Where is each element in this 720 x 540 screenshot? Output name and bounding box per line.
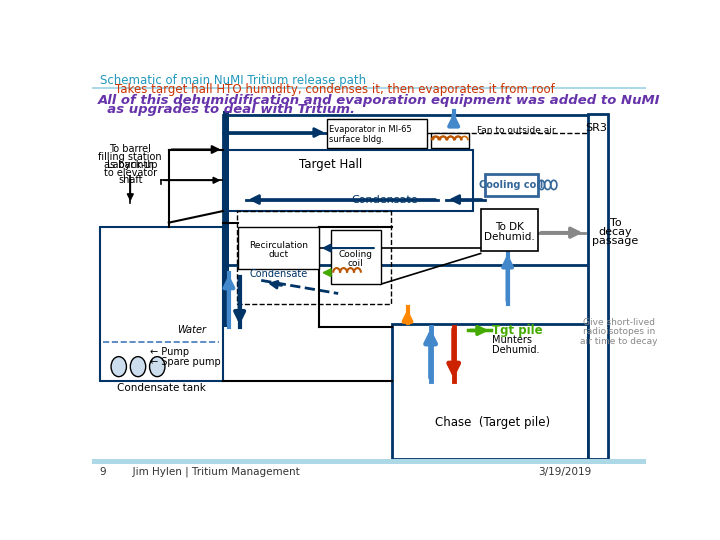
Text: ← Pump: ← Pump — [150, 347, 189, 357]
Text: air time to decay: air time to decay — [580, 337, 658, 346]
Ellipse shape — [150, 356, 165, 377]
Text: To: To — [610, 218, 621, 228]
Bar — [392, 325, 588, 459]
Ellipse shape — [111, 356, 127, 377]
Text: ❖ Fermilab: ❖ Fermilab — [573, 467, 642, 477]
Bar — [92, 464, 647, 481]
Text: Give short-lived: Give short-lived — [583, 318, 655, 327]
Text: Labyrinth: Labyrinth — [107, 160, 153, 170]
Text: duct: duct — [269, 249, 289, 259]
Text: Takes target hall HTO humidity, condenses it, then evaporates it from roof: Takes target hall HTO humidity, condense… — [99, 83, 554, 96]
Text: SR3: SR3 — [585, 123, 607, 133]
Bar — [485, 174, 539, 195]
Ellipse shape — [130, 356, 145, 377]
Text: Dehumid.: Dehumid. — [492, 345, 540, 355]
Text: 9        Jim Hylen | Tritium Management: 9 Jim Hylen | Tritium Management — [99, 467, 300, 477]
Bar — [99, 226, 222, 381]
Bar — [222, 115, 589, 265]
Text: Condensate tank: Condensate tank — [117, 383, 205, 393]
Text: To barrel: To barrel — [109, 145, 151, 154]
Text: Water: Water — [177, 326, 207, 335]
Text: Evaporator in MI-65: Evaporator in MI-65 — [329, 125, 412, 134]
Bar — [222, 150, 473, 211]
Text: shaft: shaft — [118, 176, 143, 185]
Text: passage: passage — [593, 236, 639, 246]
Text: ← Spare pump: ← Spare pump — [150, 357, 220, 367]
Text: 3/19/2019: 3/19/2019 — [539, 467, 592, 477]
Text: To DK: To DK — [495, 221, 523, 232]
Text: Dehumid.: Dehumid. — [484, 232, 534, 242]
Text: decay: decay — [598, 227, 632, 237]
Text: Cooling: Cooling — [338, 251, 372, 260]
Bar — [481, 209, 539, 251]
Text: Cooling coil: Cooling coil — [480, 180, 544, 190]
Text: radioisotopes in: radioisotopes in — [583, 327, 655, 336]
Text: All of this dehumidification and evaporation equipment was added to NuMI: All of this dehumidification and evapora… — [98, 94, 660, 107]
Bar — [238, 226, 319, 269]
Text: Condensate: Condensate — [250, 269, 308, 279]
Text: Fan to outside air: Fan to outside air — [477, 126, 555, 135]
Text: Munters: Munters — [492, 335, 532, 346]
Text: Target Hall: Target Hall — [299, 158, 362, 171]
Text: Chase  (Target pile): Chase (Target pile) — [435, 416, 550, 429]
Bar — [222, 111, 229, 327]
Bar — [92, 87, 647, 89]
Text: Schematic of main NuMI Tritium release path: Schematic of main NuMI Tritium release p… — [99, 74, 366, 87]
Text: Recirculation: Recirculation — [249, 241, 308, 250]
Text: as upgrades to deal with Tritium.: as upgrades to deal with Tritium. — [98, 103, 355, 116]
Text: filling station: filling station — [99, 152, 162, 162]
Text: surface bldg.: surface bldg. — [329, 135, 384, 144]
Bar — [327, 119, 427, 148]
Text: coil: coil — [347, 259, 363, 268]
Text: as back-up: as back-up — [104, 160, 157, 170]
Text: Tgt pile: Tgt pile — [492, 324, 543, 337]
Bar — [431, 132, 469, 148]
Bar — [92, 459, 647, 464]
Bar — [330, 231, 381, 284]
Text: to elevator: to elevator — [104, 167, 157, 178]
Text: Condensate: Condensate — [351, 194, 418, 205]
Bar — [588, 114, 608, 459]
Bar — [237, 211, 390, 303]
